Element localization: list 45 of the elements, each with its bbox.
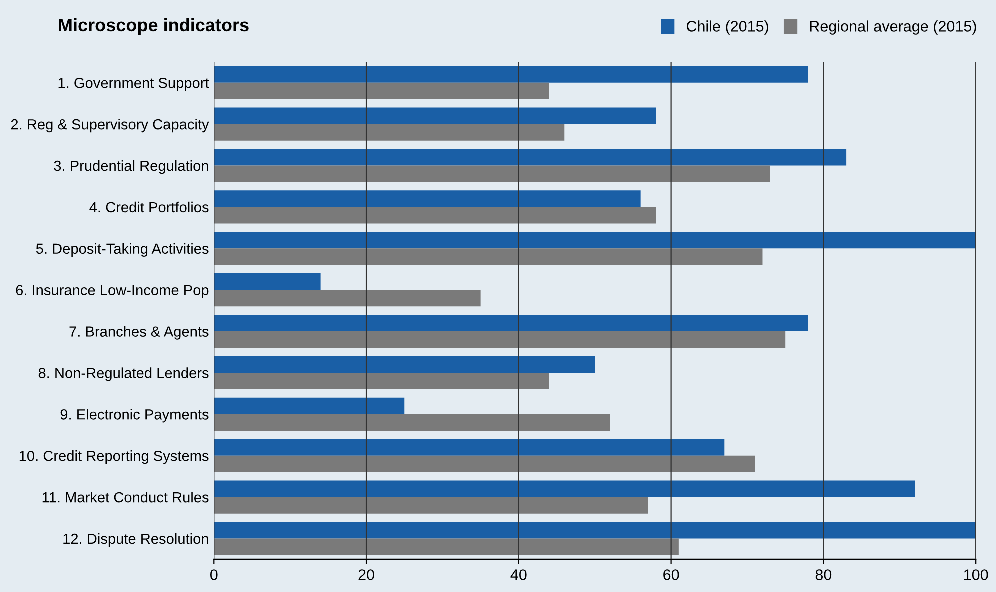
bar — [214, 248, 763, 266]
bar — [214, 497, 648, 514]
y-tick-label: 12. Dispute Resolution — [64, 533, 208, 548]
bar — [214, 414, 610, 431]
bar — [214, 332, 786, 348]
x-tick-label: 20 — [358, 570, 374, 580]
x-tick-label: 40 — [510, 570, 527, 580]
bar — [214, 372, 550, 390]
bar — [214, 66, 808, 83]
bar — [214, 124, 565, 141]
y-tick-label: 7. Branches & Agents — [70, 326, 209, 340]
x-tick-label: 60 — [664, 570, 680, 580]
bar — [214, 456, 756, 472]
bar — [214, 290, 481, 307]
bar — [214, 538, 679, 556]
y-tick-label: 9. Electronic Payments — [60, 409, 209, 423]
bar — [214, 274, 321, 290]
y-tick-label: 3. Prudential Regulation — [54, 160, 208, 174]
legend-label: Chile (2015) — [686, 20, 768, 35]
bar — [214, 108, 656, 124]
y-tick-label: 1. Government Support — [58, 78, 210, 92]
y-tick-label: 5. Deposit-Taking Activities — [36, 243, 209, 257]
bar — [214, 232, 976, 249]
y-tick-label: 11. Market Conduct Rules — [42, 492, 209, 503]
bar — [214, 439, 725, 456]
chart-title: Microscope indicators — [59, 18, 249, 36]
bar — [214, 166, 770, 182]
x-tick-label: 0 — [210, 570, 218, 580]
bar — [214, 190, 641, 208]
bar — [214, 82, 550, 100]
x-tick-label: 80 — [816, 570, 832, 580]
bar — [214, 207, 656, 224]
y-tick-label: 8. Non-Regulated Lenders — [38, 368, 209, 382]
bar — [214, 398, 405, 414]
legend-label: Regional average (2015) — [810, 20, 976, 35]
bar — [214, 149, 847, 166]
bar — [214, 522, 976, 539]
y-tick-label: 10. Credit Reporting Systems — [20, 450, 209, 464]
bar — [214, 314, 808, 332]
bar — [214, 480, 916, 498]
y-tick-label: 4. Credit Portfolios — [90, 202, 209, 213]
y-tick-label: 2. Reg & Supervisory Capacity — [11, 119, 210, 133]
y-tick-label: 6. Insurance Low-Income Pop — [16, 285, 209, 298]
bar — [214, 356, 596, 373]
x-tick-label: 100 — [964, 570, 988, 580]
